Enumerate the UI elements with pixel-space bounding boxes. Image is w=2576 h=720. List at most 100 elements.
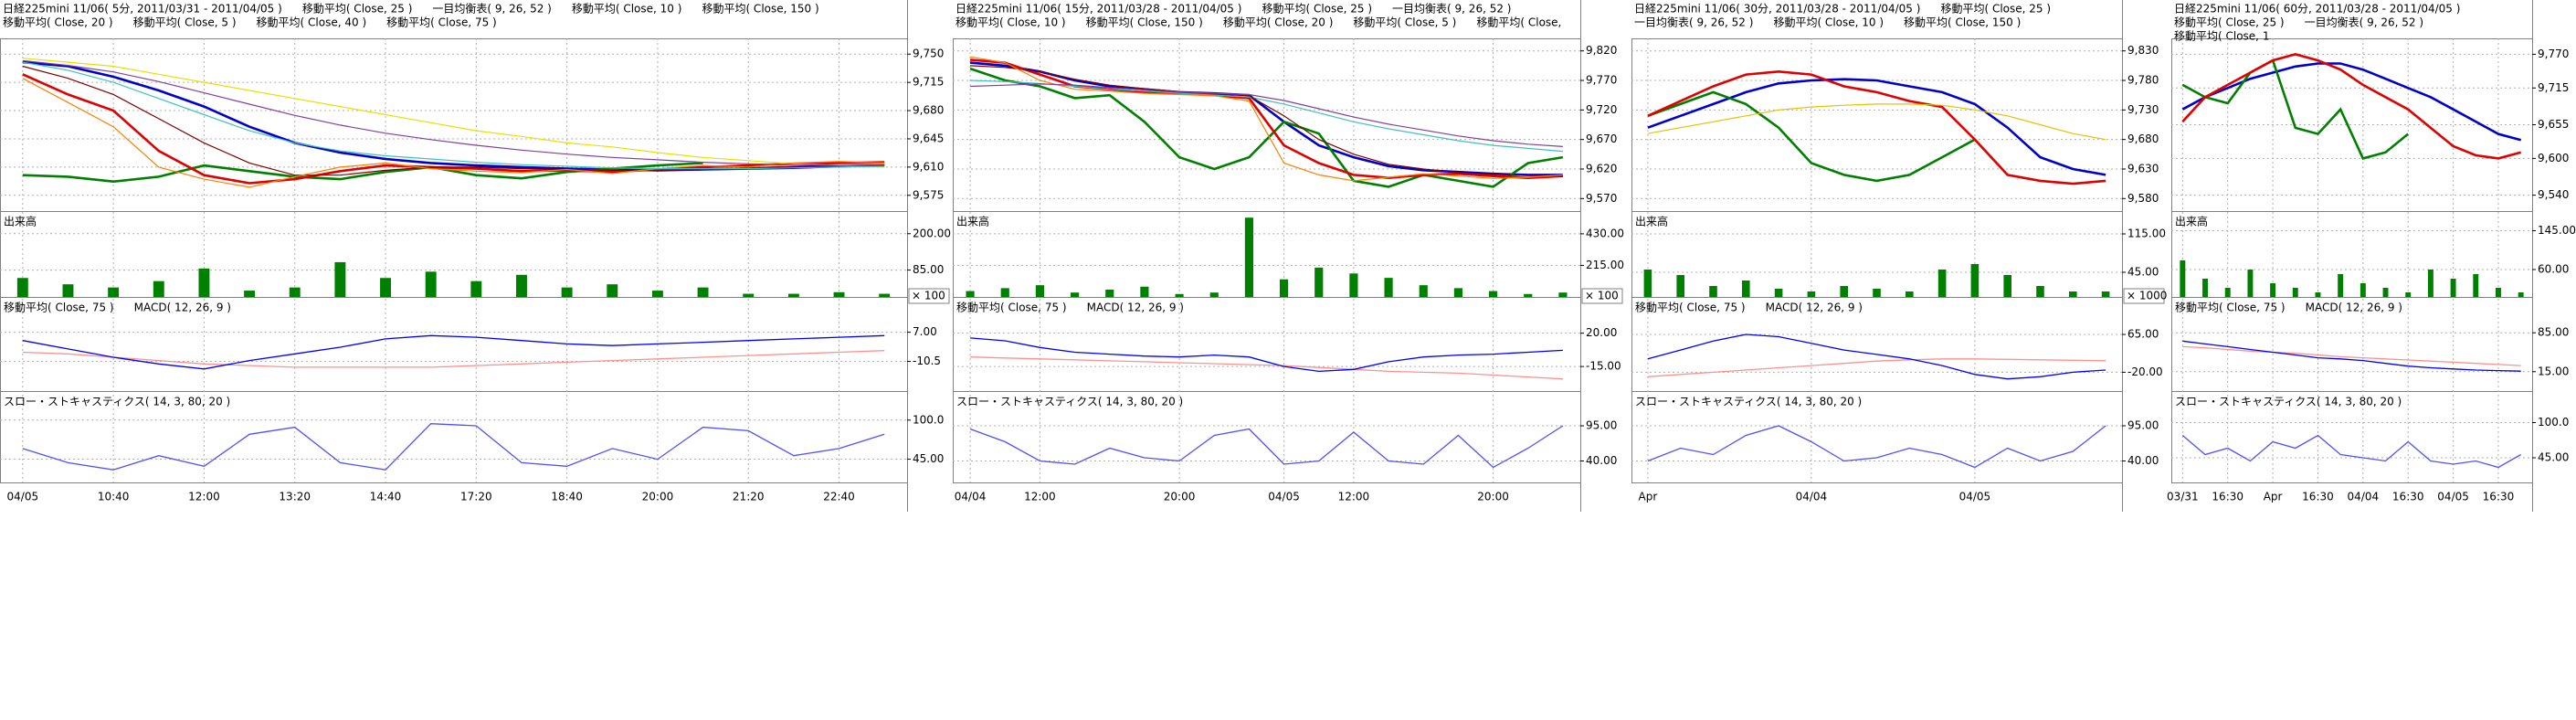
volume-bar [153, 281, 164, 297]
series-line [969, 61, 1563, 176]
series-line [970, 79, 1563, 153]
legend-entry: 移動平均( Close, 150 ) [702, 3, 818, 16]
y-tick-label: 115.00 [2127, 228, 2166, 240]
y-tick-label: 100.0 [913, 413, 944, 426]
volume-bar [2382, 288, 2389, 297]
y-tick-label: 9,645 [913, 132, 944, 144]
y-tick-label: 40.00 [2127, 454, 2159, 467]
y-tick-label: 200.00 [913, 227, 951, 239]
volume-bar [879, 293, 891, 297]
series-line [22, 58, 885, 168]
series-line [1647, 103, 2106, 141]
y-tick-label: 7.00 [913, 325, 937, 338]
volume-bar [1071, 292, 1080, 297]
legend-entry: 一目均衡表( 9, 26, 52 ) [1634, 16, 1753, 29]
volume-bar [2450, 279, 2456, 297]
y-tick-label: -20.00 [2127, 365, 2163, 378]
y-tick-label: 95.00 [2127, 419, 2159, 432]
volume-bar [2202, 279, 2208, 297]
series-line [22, 73, 885, 185]
series-line [1647, 358, 2106, 377]
volume-bar [1676, 275, 1684, 297]
series-line [22, 350, 885, 368]
panel-title: MACD( 12, 26, 9 ) [1087, 302, 1184, 314]
volume-bar [1105, 289, 1114, 297]
legend-entry: 移動平均( Close, 10 ) [1773, 16, 1884, 29]
volume-bar [2270, 283, 2276, 297]
volume-bar [1742, 281, 1750, 297]
x-tick-label: 13:20 [279, 491, 311, 503]
y-tick-label: 9,770 [1586, 74, 1617, 87]
x-tick-label: Apr [1639, 491, 1658, 503]
unit-box [2123, 288, 2165, 304]
y-tick-label: 9,770 [2538, 48, 2569, 60]
volume-bar [1906, 291, 1914, 297]
legend-entry: 移動平均( Close, 5 ) [1353, 16, 1456, 29]
y-tick-label: 9,715 [913, 76, 944, 89]
y-tick-label: 85.00 [913, 263, 944, 276]
legend-entry: 移動平均( Close, 5 ) [133, 16, 237, 29]
y-tick-label: 9,580 [2127, 192, 2159, 205]
y-tick-label: 9,830 [2127, 44, 2159, 57]
y-tick-label: 9,620 [1586, 162, 1617, 175]
legend-entry: 移動平均( Close, 40 ) [257, 16, 367, 29]
volume-bar [1489, 291, 1498, 297]
panel-title: MACD( 12, 26, 9 ) [1766, 302, 1863, 314]
y-tick-label: 9,680 [913, 104, 944, 117]
volume-bar [1970, 264, 1980, 297]
y-tick-label: 9,720 [1586, 103, 1617, 116]
panel-frame [0, 211, 908, 298]
y-tick-label: 65.00 [2127, 328, 2159, 341]
y-tick-label: 45.00 [913, 452, 944, 465]
x-tick-label: 04/04 [1796, 491, 1828, 503]
volume-unit: × 1000 [2127, 290, 2167, 302]
volume-bar [2518, 292, 2524, 297]
volume-bar [833, 291, 845, 297]
panel-title: 出来高 [2175, 215, 2208, 228]
volume-bar [743, 293, 755, 297]
y-tick-label: 9,570 [1586, 192, 1617, 205]
volume-bar [1840, 286, 1848, 297]
legend-entry: 移動平均( Close, 25 ) [1262, 3, 1372, 16]
y-tick-label: 145.00 [2538, 224, 2576, 237]
series-line [1647, 69, 2106, 185]
volume-unit: × 100 [1585, 290, 1619, 302]
chart-title: 日経225mini 11/06( 60分, 2011/03/28 - 2011/… [2174, 3, 2460, 16]
legend-entry: 移動平均( Close, 25 ) [2174, 16, 2285, 29]
y-tick-label: -15.00 [1586, 360, 1621, 373]
series-line [2181, 434, 2522, 469]
legend-entry: 移動平均( Close, 10 ) [572, 3, 682, 16]
y-tick-label: 9,630 [2127, 162, 2159, 175]
volume-bar [1709, 286, 1717, 297]
series-line [970, 65, 1563, 177]
x-tick-label: 20:00 [1164, 491, 1196, 503]
volume-bar [697, 287, 709, 297]
volume-bar [2224, 288, 2231, 297]
volume-bar [470, 281, 482, 297]
volume-bar [1349, 273, 1358, 297]
y-tick-label: 60.00 [2538, 263, 2569, 276]
volume-bar [787, 293, 799, 297]
panel-title: 出来高 [956, 215, 989, 228]
y-tick-label: 85.00 [2538, 326, 2569, 339]
volume-bar [425, 271, 437, 297]
volume-bar [2473, 274, 2479, 297]
series-line [22, 423, 885, 471]
volume-bar [651, 291, 663, 297]
panel-title: 移動平均( Close, 75 ) [956, 302, 1067, 314]
panel-title: 出来高 [4, 215, 37, 228]
volume-bar [1453, 288, 1462, 297]
volume-bar [607, 284, 618, 297]
y-tick-label: 9,750 [913, 48, 944, 60]
series-line [2181, 58, 2410, 160]
series-line [22, 334, 885, 370]
panel-title: 移動平均( Close, 75 ) [1635, 302, 1746, 314]
series-line [2181, 53, 2522, 160]
panel-frame [0, 38, 908, 212]
x-tick-label: 12:00 [1024, 491, 1056, 503]
series-line [970, 56, 1563, 182]
volume-bar [380, 278, 391, 297]
volume-bar [2069, 291, 2077, 297]
panel-title: スロー・ストキャスティクス( 14, 3, 80, 20 ) [1635, 396, 1862, 408]
series-line [1647, 425, 2106, 469]
